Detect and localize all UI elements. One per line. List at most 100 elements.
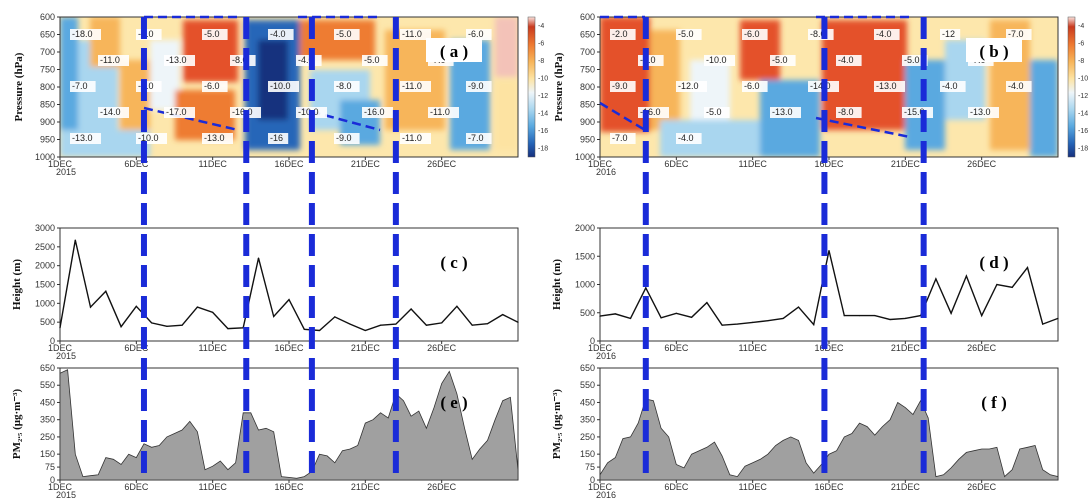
contour-label-bg <box>770 107 801 118</box>
contour-label: -4.0 <box>270 29 286 39</box>
y-tick-label: 650 <box>40 363 55 373</box>
colorbar-tick-label: -8 <box>1078 58 1084 65</box>
y-tick-label: 250 <box>40 432 55 442</box>
contour-label: -13.0 <box>970 107 991 117</box>
contour-label-bg <box>466 29 492 40</box>
contour-label-bg <box>136 81 162 92</box>
heatmap-highlight-outlines <box>143 15 911 139</box>
contour-label: -16.0 <box>232 107 253 117</box>
y-axis-label: Pressure (hPa) <box>553 52 565 121</box>
height-point <box>828 250 830 252</box>
x-tick-label: 26DEC <box>427 482 457 492</box>
height-point <box>813 324 815 326</box>
x-tick-label: 21DEC <box>891 482 921 492</box>
colorbar-tick-label: -16 <box>538 128 548 135</box>
height-point <box>74 239 76 241</box>
height-point <box>456 305 458 307</box>
panel-a-highlight-outline <box>143 15 381 132</box>
y-tick-label: 0 <box>50 475 55 485</box>
y-tick-label: 1000 <box>35 152 55 162</box>
year-label: 2016 <box>596 351 616 361</box>
contour-label-bg <box>638 107 669 118</box>
colorbar-tick-label: -14 <box>1078 110 1088 117</box>
contour-label-bg <box>202 133 233 144</box>
contour-label: -5.0 <box>364 55 380 65</box>
year-label: 2016 <box>596 167 616 177</box>
contour-label-bg <box>202 81 228 92</box>
y-axis-label: PM₂.₅ (μg·m⁻³) <box>551 389 563 460</box>
contour-label: -8.0 <box>838 107 854 117</box>
contour-label-bg <box>874 29 900 40</box>
contour-label: -8.0 <box>810 29 826 39</box>
pm25-area <box>59 369 519 481</box>
contour-label-bg <box>742 81 768 92</box>
contour-label-bg <box>704 55 735 66</box>
height-point <box>782 317 784 319</box>
height-point <box>736 323 739 325</box>
y-tick-label: 3000 <box>35 223 55 233</box>
contour-label: -12 <box>942 29 955 39</box>
y-tick-label: 150 <box>580 449 595 459</box>
contour-label: -13.0 <box>72 133 93 143</box>
contour-label-bg <box>704 107 730 118</box>
colorbar-tick-label: -4 <box>538 23 544 30</box>
contour-label-bg <box>638 55 664 66</box>
contour-label: -11.0 <box>430 107 450 117</box>
x-tick-label: 11DEC <box>738 343 767 353</box>
height-point <box>599 315 601 317</box>
contour-label-bg <box>466 81 492 92</box>
y-tick-label: 75 <box>45 462 55 472</box>
height-point <box>904 317 906 319</box>
x-tick-label: 16DEC <box>814 482 844 492</box>
y-tick-label: 450 <box>580 397 595 407</box>
x-tick-label: 16DEC <box>274 159 304 169</box>
colorbar-tick-label: -18 <box>538 145 548 152</box>
contour-label-bg <box>770 55 796 66</box>
height-point <box>706 301 708 304</box>
contour-label: -7.0 <box>72 81 88 91</box>
contour-label-bg <box>362 55 388 66</box>
panel-label: ( a ) <box>440 42 468 61</box>
y-tick-label: 2000 <box>575 223 595 233</box>
colorbar-tick-label: -10 <box>538 75 548 82</box>
contour-label-bg <box>70 133 101 144</box>
x-tick-label: 16DEC <box>274 343 304 353</box>
height-point <box>614 313 616 315</box>
contour-label-bg <box>98 55 129 66</box>
height-point <box>1011 286 1013 288</box>
contour-label: -15.0 <box>904 107 925 117</box>
height-point <box>1042 323 1044 325</box>
panel-label: ( e ) <box>440 393 467 412</box>
height-point <box>1026 266 1029 269</box>
height-point <box>257 257 260 259</box>
x-tick-label: 26DEC <box>427 343 457 353</box>
y-tick-label: 2000 <box>35 261 55 271</box>
y-tick-label: 550 <box>40 380 55 390</box>
height-point <box>227 327 229 330</box>
height-point <box>721 324 723 326</box>
contour-label: -4.0 <box>838 55 854 65</box>
contour-label: -5.0 <box>904 55 920 65</box>
y-tick-label: 950 <box>40 135 55 145</box>
height-point <box>364 329 366 332</box>
contour-label: -17.0 <box>166 107 187 117</box>
x-tick-label: 6DEC <box>124 159 149 169</box>
x-tick-label: 6DEC <box>664 159 689 169</box>
contour-label: -16 <box>270 133 283 143</box>
height-point <box>166 325 168 327</box>
height-point <box>59 327 61 329</box>
contour-label: -4.0 <box>678 133 694 143</box>
x-tick-label: 16DEC <box>814 343 844 353</box>
contour-label-bg <box>676 29 702 40</box>
height-point <box>349 323 351 325</box>
contour-label-bg <box>902 55 928 66</box>
contour-label: -16.0 <box>364 107 385 117</box>
contour-label-bg <box>836 55 862 66</box>
y-tick-label: 500 <box>40 317 55 327</box>
height-point <box>935 278 937 280</box>
tick-layer: 1DEC 6DEC 11DEC 16DEC 21DEC 26DEC 2015 600 650 70… <box>11 12 997 500</box>
contour-label: -5.0 <box>706 107 722 117</box>
y-tick-label: 350 <box>580 415 595 425</box>
contour-label-bg <box>98 107 129 118</box>
contour-label-bg <box>676 81 707 92</box>
